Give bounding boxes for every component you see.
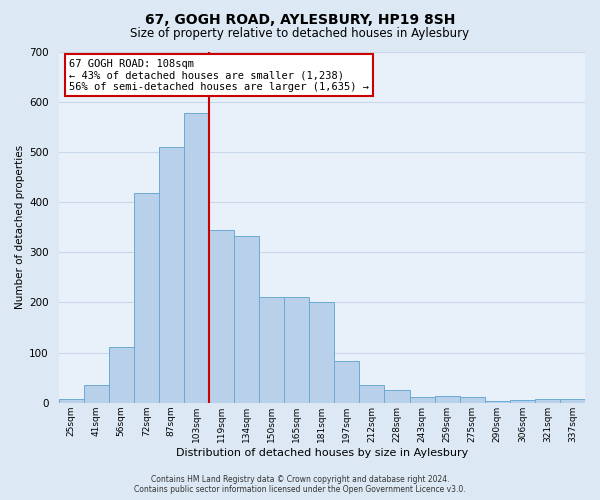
Bar [434,396,460,403]
Bar [410,397,434,403]
Bar [134,193,159,403]
Bar [485,402,510,403]
Y-axis label: Number of detached properties: Number of detached properties [15,145,25,309]
Bar [334,361,359,403]
Text: 67, GOGH ROAD, AYLESBURY, HP19 8SH: 67, GOGH ROAD, AYLESBURY, HP19 8SH [145,12,455,26]
Bar [535,399,560,403]
Bar [259,297,284,403]
Bar [560,399,585,403]
Bar [385,390,410,403]
Bar [159,147,184,403]
Bar [59,399,83,403]
Text: Size of property relative to detached houses in Aylesbury: Size of property relative to detached ho… [130,28,470,40]
Bar [109,346,134,403]
Bar [460,397,485,403]
Bar [510,400,535,403]
Text: Contains HM Land Registry data © Crown copyright and database right 2024.
Contai: Contains HM Land Registry data © Crown c… [134,474,466,494]
Bar [359,385,385,403]
Bar [83,385,109,403]
Bar [209,230,234,403]
Bar [309,302,334,403]
Text: 67 GOGH ROAD: 108sqm
← 43% of detached houses are smaller (1,238)
56% of semi-de: 67 GOGH ROAD: 108sqm ← 43% of detached h… [69,58,369,92]
Bar [284,298,309,403]
Bar [234,236,259,403]
Bar [184,112,209,403]
X-axis label: Distribution of detached houses by size in Aylesbury: Distribution of detached houses by size … [176,448,468,458]
